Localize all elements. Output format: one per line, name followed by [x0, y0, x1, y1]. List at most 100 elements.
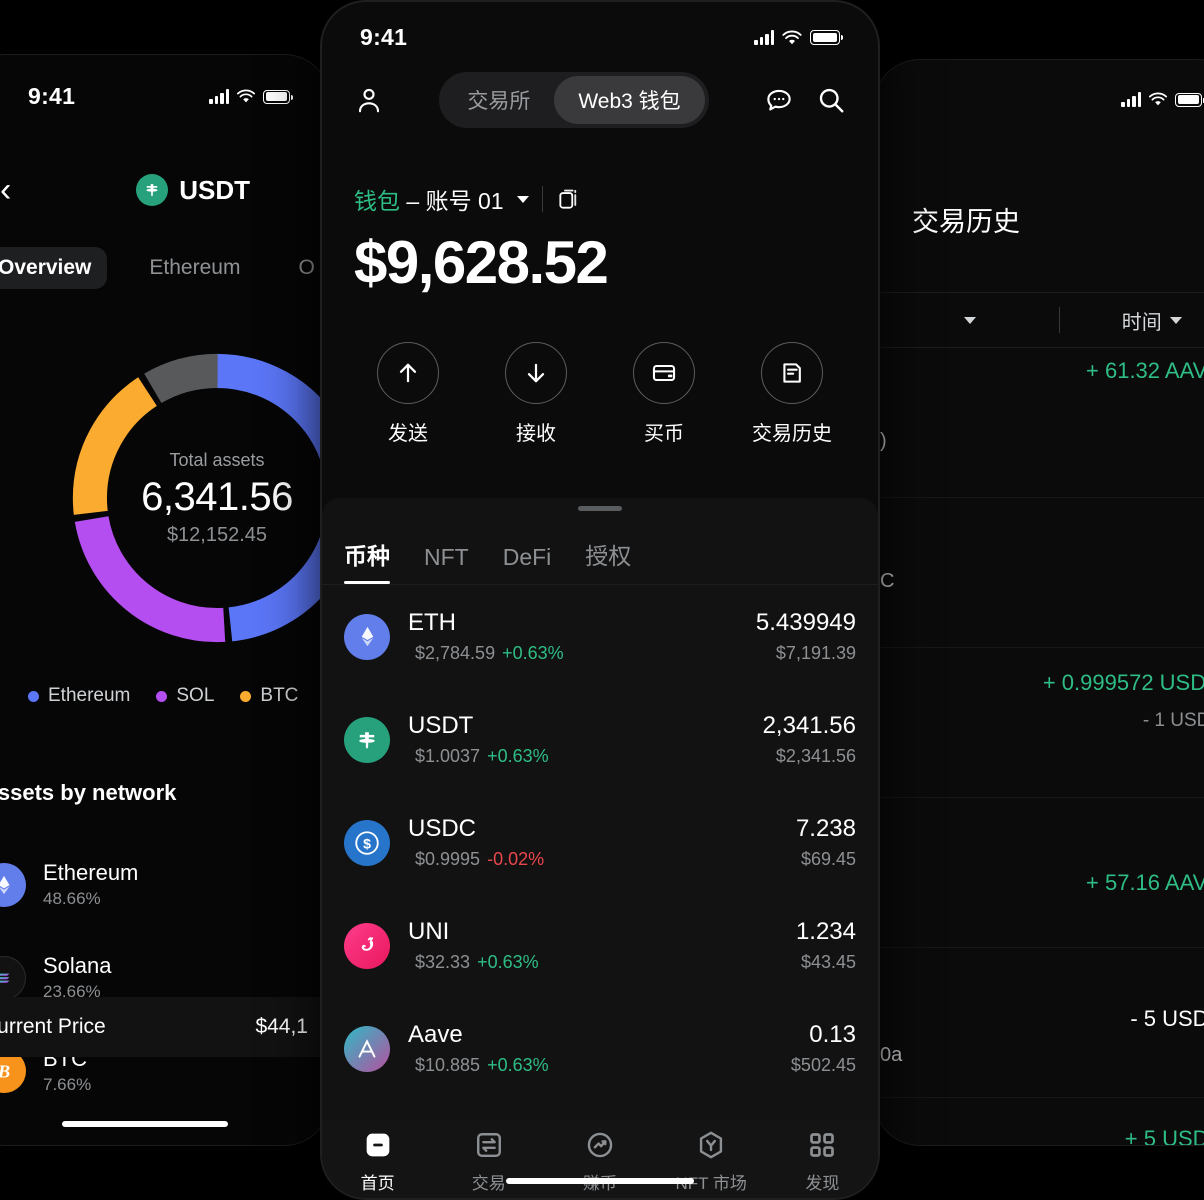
token-symbol: UNI: [408, 918, 450, 945]
network-name: Solana: [43, 953, 112, 978]
list-item[interactable]: USDT $1.0037 +0.63% 2,341.56 $2,341.56: [344, 688, 856, 791]
filter-time[interactable]: 时间: [1060, 306, 1204, 335]
tab-other[interactable]: O: [298, 256, 315, 279]
center-status-bar: 9:41: [322, 24, 878, 51]
action-history-label: 交易历史: [752, 423, 832, 445]
tab-overview[interactable]: Overview: [0, 247, 108, 289]
list-item[interactable]: $ USDC $0.9995 -0.02% 7.238 $69.45: [344, 791, 856, 894]
list-item[interactable]: Solana 23.66%: [0, 931, 312, 1024]
account-selector[interactable]: 钱包 – 账号 01: [354, 182, 582, 216]
wallet-label: 钱包: [354, 188, 400, 214]
search-icon[interactable]: [816, 85, 846, 115]
network-percent: 48.66%: [43, 889, 101, 908]
token-symbol: ETH: [408, 609, 456, 636]
filter-time-label: 时间: [1121, 311, 1162, 334]
token-quantity: 0.13: [809, 1021, 856, 1048]
chevron-down-icon[interactable]: [516, 190, 529, 208]
token-price-row: $2,784.59 +0.63%: [408, 643, 564, 664]
tab-discover[interactable]: 发现: [767, 1128, 878, 1194]
token-info: USDC $0.9995 -0.02%: [408, 815, 544, 870]
table-row[interactable]: ) + 61.32 AAVE: [874, 348, 1204, 498]
tab-trade[interactable]: 交易: [433, 1128, 544, 1194]
token-holdings: 7.238 $69.45: [796, 815, 856, 870]
donut-center-labels: Total assets 6,341.56 $12,152.45: [62, 343, 330, 653]
tab-nft-market[interactable]: NFT 市场: [656, 1128, 767, 1194]
divider: [541, 186, 543, 212]
list-item[interactable]: UNI $32.33 +0.63% 1.234 $43.45: [344, 894, 856, 997]
token-holdings: 5.439949 $7,191.39: [756, 609, 856, 664]
token-info: Aave $10.885 +0.63%: [408, 1021, 549, 1076]
right-page-title: 交易历史: [912, 207, 1020, 237]
tab-approvals[interactable]: 授权: [585, 543, 632, 569]
legend-swatch-sol: [156, 690, 168, 702]
token-quantity: 5.439949: [755, 609, 856, 636]
table-row[interactable]: + 0.999572 USDC - 1 USDT: [874, 648, 1204, 798]
tab-defi[interactable]: DeFi: [502, 544, 552, 570]
divider: [1058, 307, 1060, 333]
asset-tab-strip: 币种 NFT DeFi 授权: [322, 511, 878, 584]
assets-donut-chart: Total assets 6,341.56 $12,152.45: [62, 343, 330, 653]
list-item[interactable]: Aave $10.885 +0.63% 0.13 $502.45: [344, 997, 856, 1100]
sheet-grabber[interactable]: [578, 506, 622, 511]
token-price-row: $32.33 +0.63%: [408, 952, 539, 973]
tab-earn[interactable]: 赚币: [544, 1128, 655, 1194]
list-item[interactable]: ETH $2,784.59 +0.63% 5.439949 $7,191.39: [344, 585, 856, 688]
token-price-row: $0.9995 -0.02%: [408, 849, 544, 870]
chat-bubble-icon[interactable]: [764, 85, 794, 115]
exchange-icon: [472, 1128, 506, 1162]
copy-icon[interactable]: [556, 186, 582, 212]
current-price-value: $44,1: [255, 1015, 308, 1038]
segment-web3-wallet[interactable]: Web3 钱包: [554, 76, 705, 124]
token-quantity: 2,341.56: [762, 712, 856, 739]
token-value: $7,191.39: [775, 643, 856, 663]
action-history[interactable]: 交易历史: [728, 342, 856, 446]
svg-text:$: $: [363, 836, 371, 852]
token-info: USDT $1.0037 +0.63%: [408, 712, 549, 767]
network-percent: 7.66%: [43, 1075, 92, 1094]
tab-trade-label: 交易: [471, 1174, 506, 1193]
usdc-icon: $: [344, 819, 390, 866]
assets-by-network-title: Assets by network: [0, 780, 177, 805]
document-icon: [761, 342, 823, 404]
table-row[interactable]: + 5 USDT ba86: [874, 1098, 1204, 1145]
token-quantity: 7.238: [795, 815, 856, 842]
token-change: +0.63%: [502, 643, 564, 663]
action-send[interactable]: 发送: [344, 342, 472, 446]
mode-segmented-control: 交易所 Web3 钱包: [439, 72, 709, 128]
table-row[interactable]: + 57.16 AAVE: [874, 798, 1204, 948]
action-buy[interactable]: 买币: [600, 342, 728, 446]
token-value: $2,341.56: [775, 746, 856, 766]
uniswap-icon: [344, 922, 390, 969]
svg-text:B: B: [0, 1061, 10, 1081]
table-row[interactable]: - 5 USDT 0a: [874, 948, 1204, 1098]
list-item[interactable]: Ethereum 48.66%: [0, 838, 312, 931]
tab-coins[interactable]: 币种: [344, 537, 390, 584]
tab-nft[interactable]: NFT: [424, 544, 469, 570]
legend-item: Ethereum: [28, 685, 130, 707]
current-price-label: Current Price: [0, 1015, 106, 1038]
solana-icon: [0, 955, 26, 1000]
assets-sheet: 币种 NFT DeFi 授权 ETH $2,784.59 +0.63% 5.439…: [322, 498, 878, 1120]
home-indicator: [62, 1121, 228, 1127]
current-price-bar: Current Price $44,1: [0, 997, 330, 1057]
person-icon[interactable]: [354, 85, 384, 115]
token-change: +0.63%: [487, 746, 549, 766]
action-receive-label: 接收: [516, 423, 556, 445]
token-quantity: 1.234: [795, 918, 856, 945]
action-buy-label: 买币: [644, 423, 684, 445]
left-title-text: USDT: [179, 174, 250, 205]
chevron-left-icon[interactable]: ‹: [0, 171, 12, 209]
donut-center-label: Total assets: [169, 449, 265, 470]
tab-home[interactable]: 首页: [322, 1128, 433, 1194]
segment-exchange[interactable]: 交易所: [467, 90, 531, 113]
token-price-row: $10.885 +0.63%: [408, 1055, 549, 1076]
legend-item: BTC: [240, 685, 298, 707]
battery-icon: [1175, 92, 1204, 107]
table-row[interactable]: C: [874, 498, 1204, 648]
token-holdings: 2,341.56 $2,341.56: [763, 712, 856, 767]
account-separator: –: [400, 188, 426, 214]
filter-type[interactable]: [874, 316, 1059, 324]
bottom-tab-bar: 首页 交易 赚币: [322, 1120, 878, 1198]
tab-ethereum[interactable]: Ethereum: [149, 256, 241, 279]
action-receive[interactable]: 接收: [472, 342, 600, 446]
